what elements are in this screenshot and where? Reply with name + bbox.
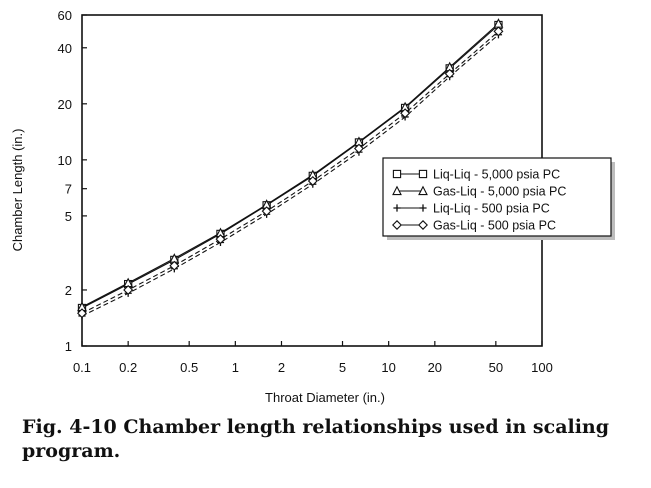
ticks: 0.1 0.2 0.5 1 2 5 10 20 50 100 1 2 5 7 10 20 40 60 — [58, 8, 553, 375]
series-diamond — [77, 26, 504, 319]
x-tick-label: 10 — [381, 360, 395, 375]
data-point-diamond — [444, 68, 455, 79]
series-line — [81, 30, 499, 314]
x-tick-label: 50 — [489, 360, 503, 375]
x-axis-title: Throat Diameter (in.) — [265, 390, 385, 405]
x-tick-label: 0.2 — [119, 360, 137, 375]
data-point-diamond — [418, 220, 428, 230]
data-point-plus — [419, 204, 427, 212]
legend-item: Gas-Liq - 500 psia PC — [392, 219, 556, 233]
data-point-diamond — [169, 260, 180, 271]
legend-item: Liq-Liq - 500 psia PC — [393, 202, 550, 216]
legend-item: Gas-Liq - 5,000 psia PC — [392, 185, 566, 199]
x-tick-label: 0.5 — [180, 360, 198, 375]
legend-items: Liq-Liq - 5,000 psia PC Gas-Liq - 5,000 p… — [392, 168, 566, 233]
x-tick-label: 5 — [339, 360, 346, 375]
y-tick-label: 40 — [58, 41, 72, 56]
legend-label: Gas-Liq - 5,000 psia PC — [433, 185, 566, 199]
y-axis-title: Chamber Length (in.) — [10, 129, 25, 252]
x-tick-label: 0.1 — [73, 360, 91, 375]
data-point-diamond — [215, 234, 226, 245]
data-point-triangle — [392, 185, 402, 196]
data-point-plus — [393, 204, 401, 212]
y-tick-label: 1 — [65, 339, 72, 354]
data-point-diamond — [77, 308, 87, 319]
data-point-diamond — [400, 108, 411, 119]
y-tick-label: 10 — [58, 153, 72, 168]
data-point-diamond — [353, 143, 364, 154]
x-tick-label: 20 — [428, 360, 442, 375]
y-tick-label: 7 — [65, 182, 72, 197]
data-point-diamond — [261, 206, 272, 217]
series-layer — [77, 18, 504, 320]
legend-item: Liq-Liq - 5,000 psia PC — [392, 168, 560, 182]
legend: Liq-Liq - 5,000 psia PC Gas-Liq - 5,000 p… — [382, 157, 615, 240]
data-point-diamond — [493, 26, 504, 37]
data-point-diamond — [307, 176, 318, 186]
x-tick-label: 100 — [531, 360, 553, 375]
legend-label: Liq-Liq - 5,000 psia PC — [433, 168, 560, 182]
legend-label: Liq-Liq - 500 psia PC — [433, 202, 550, 216]
data-point-diamond — [392, 220, 402, 230]
data-point-square — [392, 169, 402, 179]
y-tick-label: 20 — [58, 97, 72, 112]
data-point-triangle — [418, 185, 428, 196]
series-line — [81, 24, 499, 309]
chart: 0.1 0.2 0.5 1 2 5 10 20 50 100 1 2 5 7 10 20 40 60 Throat… — [10, 8, 615, 405]
y-tick-label: 5 — [65, 209, 72, 224]
legend-label: Gas-Liq - 500 psia PC — [433, 219, 556, 233]
y-tick-label: 2 — [65, 283, 72, 298]
series-line — [81, 23, 499, 308]
series-line — [81, 34, 499, 317]
data-point-diamond — [123, 284, 134, 295]
y-tick-label: 60 — [58, 8, 72, 23]
x-tick-label: 1 — [232, 360, 239, 375]
figure-caption: Fig. 4-10 Chamber length relationships u… — [22, 416, 610, 462]
x-tick-label: 2 — [278, 360, 285, 375]
data-point-square — [418, 169, 428, 179]
